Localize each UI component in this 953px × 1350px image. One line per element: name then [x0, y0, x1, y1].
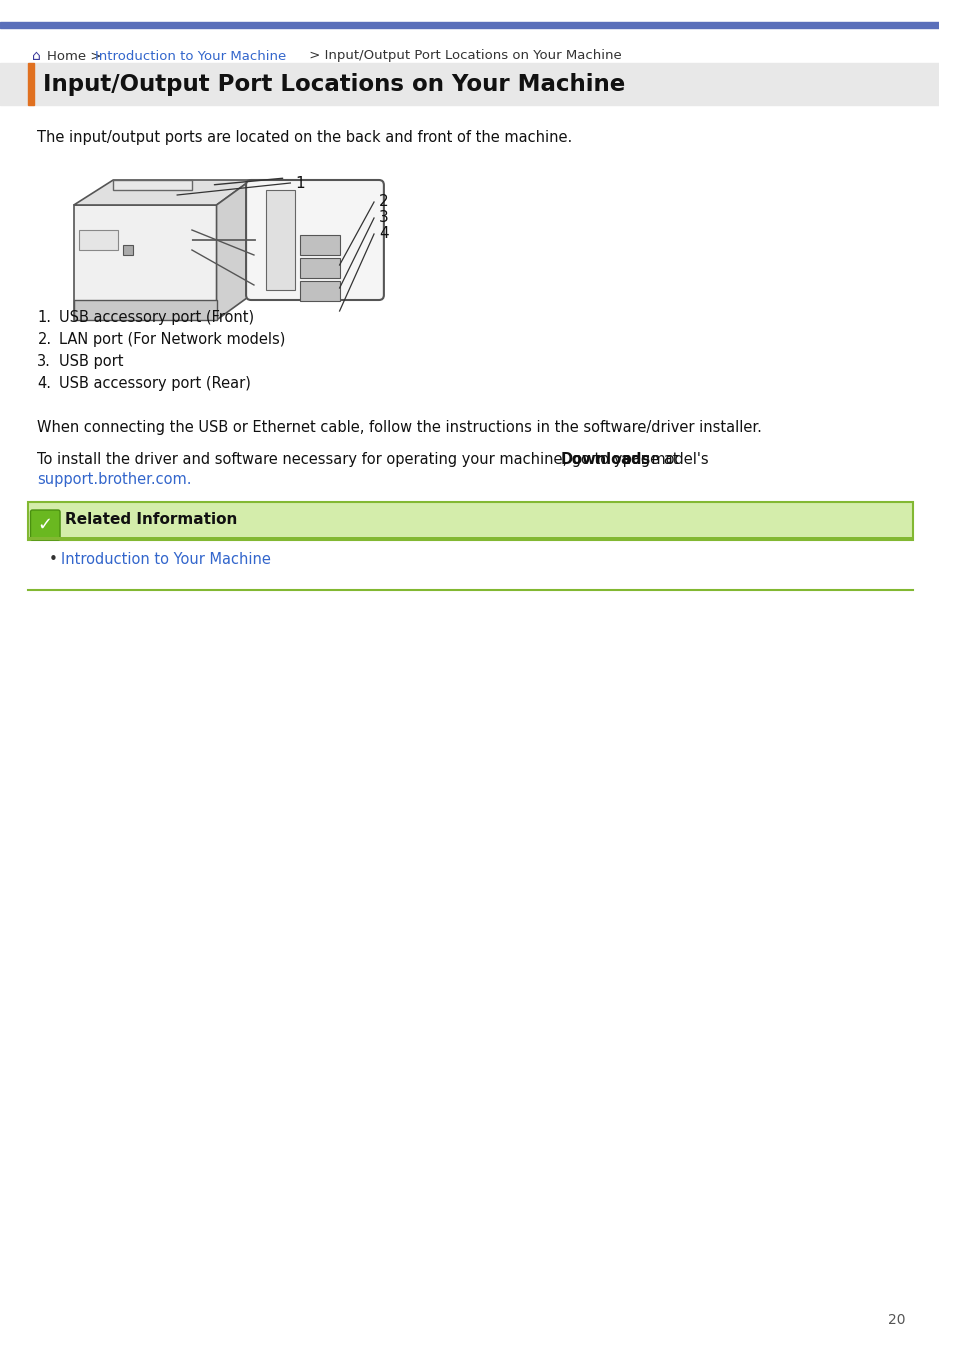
- FancyBboxPatch shape: [246, 180, 383, 300]
- Text: 3: 3: [378, 211, 388, 225]
- Text: USB accessory port (Rear): USB accessory port (Rear): [59, 377, 251, 392]
- Bar: [0, 63, 938, 105]
- Text: ⌂: ⌂: [32, 49, 41, 63]
- Bar: [0, 22, 938, 28]
- Bar: [28, 502, 912, 540]
- Bar: [300, 258, 339, 278]
- Text: Input/Output Port Locations on Your Machine: Input/Output Port Locations on Your Mach…: [43, 73, 625, 96]
- Polygon shape: [73, 205, 216, 320]
- FancyBboxPatch shape: [30, 510, 60, 540]
- Text: 2.: 2.: [37, 332, 51, 347]
- Text: 3.: 3.: [37, 354, 51, 369]
- Text: USB port: USB port: [59, 354, 124, 369]
- Text: To install the driver and software necessary for operating your machine, go to y: To install the driver and software neces…: [37, 452, 713, 467]
- Bar: [266, 190, 295, 290]
- Text: Home >: Home >: [48, 50, 106, 62]
- Text: Introduction to Your Machine: Introduction to Your Machine: [61, 552, 271, 567]
- Polygon shape: [216, 180, 251, 320]
- Text: support.brother.com.: support.brother.com.: [37, 472, 192, 487]
- Text: Downloads: Downloads: [560, 452, 650, 467]
- Text: 4: 4: [378, 227, 388, 242]
- Text: 1.: 1.: [37, 310, 51, 325]
- Text: ✓: ✓: [38, 516, 52, 535]
- Text: When connecting the USB or Ethernet cable, follow the instructions in the softwa: When connecting the USB or Ethernet cabl…: [37, 420, 761, 435]
- Bar: [300, 281, 339, 301]
- Bar: [300, 235, 339, 255]
- Text: 20: 20: [887, 1314, 904, 1327]
- Polygon shape: [73, 180, 251, 205]
- Text: Introduction to Your Machine: Introduction to Your Machine: [95, 50, 287, 62]
- Text: 2: 2: [378, 194, 388, 209]
- Text: USB accessory port (Front): USB accessory port (Front): [59, 310, 253, 325]
- Text: The input/output ports are located on the back and front of the machine.: The input/output ports are located on th…: [37, 130, 572, 144]
- Text: •: •: [50, 552, 58, 567]
- Text: Related Information: Related Information: [65, 513, 237, 528]
- Polygon shape: [123, 244, 132, 255]
- Polygon shape: [79, 230, 118, 250]
- Bar: [28, 537, 912, 540]
- Bar: [28, 63, 34, 105]
- Text: LAN port (For Network models): LAN port (For Network models): [59, 332, 285, 347]
- Text: page at: page at: [618, 452, 679, 467]
- Polygon shape: [73, 300, 216, 320]
- Text: > Input/Output Port Locations on Your Machine: > Input/Output Port Locations on Your Ma…: [305, 50, 621, 62]
- Text: 1: 1: [295, 176, 305, 190]
- Text: 4.: 4.: [37, 377, 51, 392]
- Polygon shape: [113, 180, 192, 190]
